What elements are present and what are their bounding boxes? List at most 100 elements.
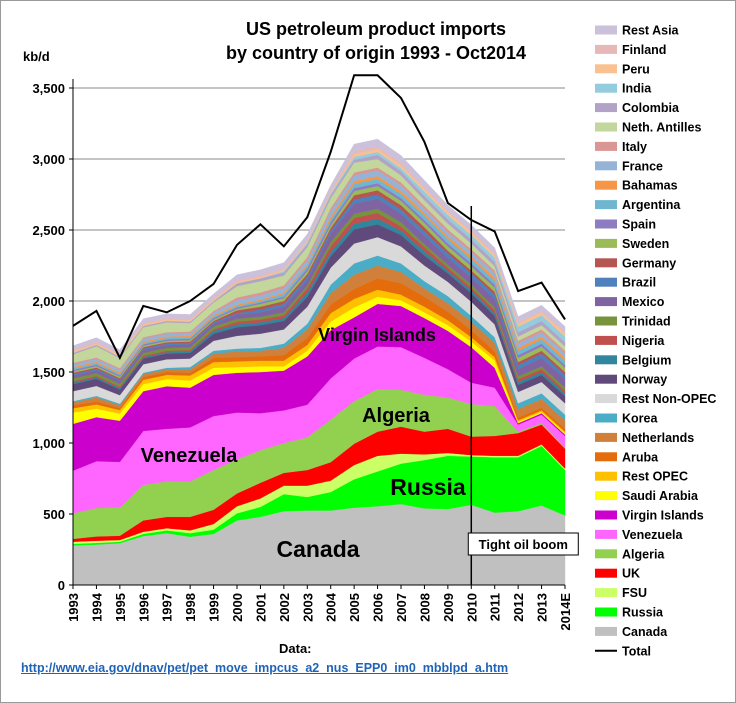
x-tick-label: 1997 bbox=[160, 593, 175, 622]
legend-swatch bbox=[595, 83, 617, 93]
y-tick-label: 3,000 bbox=[32, 152, 65, 167]
legend-swatch bbox=[595, 316, 617, 326]
legend-item-france: France bbox=[595, 159, 663, 173]
legend-item-sweden: Sweden bbox=[595, 237, 669, 251]
legend-swatch bbox=[595, 180, 617, 190]
source-link[interactable]: http://www.eia.gov/dnav/pet/pet_move_imp… bbox=[21, 661, 509, 675]
legend-item-russia: Russia bbox=[595, 606, 664, 620]
legend-swatch bbox=[595, 491, 617, 501]
legend-swatch bbox=[595, 141, 617, 151]
legend-label: Virgin Islands bbox=[622, 509, 704, 523]
legend-swatch bbox=[595, 626, 617, 636]
area-label-canada: Canada bbox=[276, 536, 359, 562]
legend-swatch bbox=[595, 432, 617, 442]
x-tick-label: 1996 bbox=[136, 593, 151, 622]
legend-item-spain: Spain bbox=[595, 218, 656, 232]
x-tick-label: 2008 bbox=[417, 593, 432, 622]
y-tick-label: 3,500 bbox=[32, 81, 65, 96]
x-tick-label: 2009 bbox=[441, 593, 456, 622]
legend-label: Canada bbox=[622, 625, 668, 639]
legend-item-aruba: Aruba bbox=[595, 450, 659, 464]
legend-swatch bbox=[595, 238, 617, 248]
x-tick-labels: 1993 1994 1995 1996 1997 1998 1999 2000 2001 2002… bbox=[66, 585, 573, 631]
legend-item-venezuela: Venezuela bbox=[595, 528, 683, 542]
legend-label: Germany bbox=[622, 256, 676, 270]
legend-swatch bbox=[595, 452, 617, 462]
legend-swatch bbox=[595, 25, 617, 35]
x-tick-label: 2006 bbox=[371, 593, 386, 622]
legend-label: Sweden bbox=[622, 237, 669, 251]
legend-swatch bbox=[595, 44, 617, 54]
legend-label: Netherlands bbox=[622, 431, 694, 445]
legend-swatch bbox=[595, 335, 617, 345]
legend-swatch bbox=[595, 510, 617, 520]
x-tick-label: 1998 bbox=[183, 593, 198, 622]
area-label-venezuela: Venezuela bbox=[141, 445, 239, 467]
legend-label: Trinidad bbox=[622, 315, 671, 329]
legend-label: Rest Asia bbox=[622, 24, 680, 38]
y-axis-label: kb/d bbox=[23, 49, 50, 64]
legend-label: Korea bbox=[622, 412, 658, 426]
legend-label: Spain bbox=[622, 218, 656, 232]
x-tick-label: 1999 bbox=[207, 593, 222, 622]
legend-item-brazil: Brazil bbox=[595, 276, 656, 290]
legend-swatch bbox=[595, 219, 617, 229]
y-tick-label: 500 bbox=[43, 507, 65, 522]
legend-swatch bbox=[595, 568, 617, 578]
x-tick-label: 2012 bbox=[511, 593, 526, 622]
legend-swatch bbox=[595, 103, 617, 113]
x-tick-label: 1993 bbox=[66, 593, 81, 622]
chart-title: US petroleum product imports by country o… bbox=[226, 19, 526, 63]
x-tick-label: 2007 bbox=[394, 593, 409, 622]
legend-swatch bbox=[595, 297, 617, 307]
legend-label: Peru bbox=[622, 62, 650, 76]
legend-label: FSU bbox=[622, 586, 647, 600]
tight-oil-label-box bbox=[467, 532, 579, 556]
legend-label: Bahamas bbox=[622, 179, 678, 193]
legend-swatch bbox=[595, 277, 617, 287]
legend-label: UK bbox=[622, 567, 640, 581]
legend-item-canada: Canada bbox=[595, 625, 668, 639]
legend-item-netherlands: Netherlands bbox=[595, 431, 694, 445]
legend-item-peru: Peru bbox=[595, 62, 650, 76]
source-label: Data: bbox=[279, 641, 312, 656]
legend-label: Colombia bbox=[622, 101, 680, 115]
legend-label: Venezuela bbox=[622, 528, 683, 542]
y-tick-label: 2,000 bbox=[32, 294, 65, 309]
legend-item-italy: Italy bbox=[595, 140, 647, 154]
legend-swatch bbox=[595, 471, 617, 481]
legend-item-korea: Korea bbox=[595, 412, 658, 426]
chart-title-line-2: by country of origin 1993 - Oct2014 bbox=[226, 43, 526, 63]
legend-item-virgin-islands: Virgin Islands bbox=[595, 509, 704, 523]
legend-item-saudi-arabia: Saudi Arabia bbox=[595, 489, 699, 503]
legend-label: Brazil bbox=[622, 276, 656, 290]
legend: Rest Asia Finland Peru India Colombia Neth. A… bbox=[595, 24, 716, 658]
legend-item-nigeria: Nigeria bbox=[595, 334, 665, 348]
legend-label: Aruba bbox=[622, 450, 659, 464]
x-tick-label: 2013 bbox=[535, 593, 550, 622]
legend-item-belgium: Belgium bbox=[595, 353, 671, 367]
x-tick-label: 1994 bbox=[89, 592, 104, 622]
y-tick-label: 1,000 bbox=[32, 436, 65, 451]
legend-label: Nigeria bbox=[622, 334, 665, 348]
x-tick-label: 2004 bbox=[324, 592, 339, 622]
legend-item-bahamas: Bahamas bbox=[595, 179, 678, 193]
stacked-areas bbox=[72, 138, 566, 586]
legend-item-norway: Norway bbox=[595, 373, 667, 387]
legend-label: Rest Non-OPEC bbox=[622, 392, 716, 406]
legend-item-india: India bbox=[595, 82, 652, 96]
legend-label: India bbox=[622, 82, 652, 96]
y-axis-label-text: kb/d bbox=[23, 49, 50, 64]
chart-title-line-1: US petroleum product imports bbox=[246, 19, 506, 39]
area-label-virgin-islands: Virgin Islands bbox=[318, 325, 436, 345]
legend-swatch bbox=[595, 394, 617, 404]
legend-swatch bbox=[595, 374, 617, 384]
y-tick-label: 2,500 bbox=[32, 223, 65, 238]
legend-swatch bbox=[595, 607, 617, 617]
total-line-group: Tight oil boom bbox=[72, 74, 579, 585]
area-labels: Canada Russia Algeria Venezuela Virgin Islan… bbox=[141, 325, 466, 562]
legend-swatch bbox=[595, 549, 617, 559]
legend-label: France bbox=[622, 159, 663, 173]
legend-item-argentina: Argentina bbox=[595, 198, 681, 212]
